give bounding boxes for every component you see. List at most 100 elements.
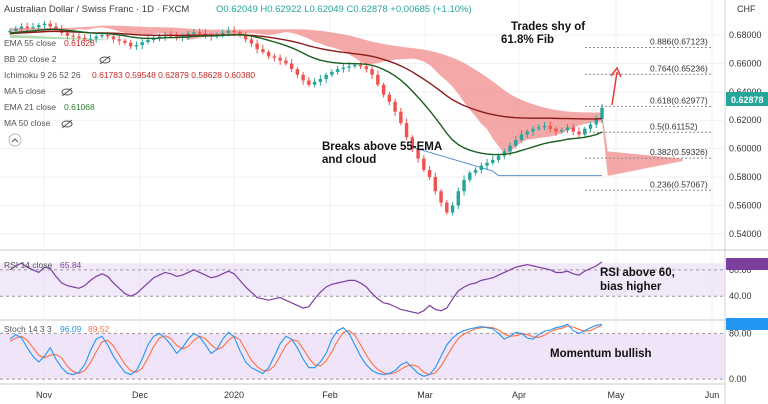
candle-body — [232, 30, 236, 33]
candle-body — [439, 191, 443, 203]
time-tick-label: Mar — [417, 390, 433, 400]
candle-body — [537, 127, 541, 129]
candle-body — [301, 74, 305, 81]
time-tick-label: May — [607, 390, 625, 400]
candle-body — [399, 111, 403, 124]
candle-body — [128, 42, 133, 47]
candle-body — [473, 169, 478, 173]
ema21-line — [9, 28, 603, 156]
annotation-fib-line1: Trades shy of — [511, 21, 585, 33]
candle-body — [295, 69, 300, 75]
stoch-k-value: 96.09 — [60, 324, 82, 334]
candle-body — [140, 42, 144, 45]
candle-body — [94, 36, 98, 39]
fib-level-label: 0.236(0.57067) — [650, 179, 708, 189]
candle-body — [502, 151, 507, 156]
fib-level-label: 0.5(0.61152) — [650, 121, 698, 131]
rsi-tick-label: 40.00 — [729, 291, 752, 301]
indicator-legend[interactable]: EMA 55 close 0.61628 BB 20 close 2 Ichim… — [4, 38, 255, 147]
kijun-line — [412, 146, 602, 177]
candle-body — [71, 35, 75, 37]
ichimoku-cloud-area — [10, 25, 683, 176]
candle-body — [14, 28, 18, 31]
candle-body — [312, 81, 317, 85]
candle-body — [525, 131, 530, 135]
legend-ema55-value: 0.61628 — [64, 38, 95, 48]
candle-body — [261, 49, 265, 53]
candle-body — [496, 155, 501, 160]
collapse-chevron-icon[interactable] — [8, 133, 22, 147]
candle-body — [117, 39, 121, 41]
candle-body — [100, 35, 104, 37]
candle-body — [266, 52, 271, 57]
moving-average-lines — [9, 28, 603, 156]
price-tick-label: 0.64000 — [729, 87, 762, 97]
annotation-fib-line2: 61.8% Fib — [501, 34, 554, 46]
candle-body — [594, 118, 598, 125]
candle-body — [491, 159, 495, 163]
candle-body — [416, 148, 420, 159]
rsi-label: RSI 14 close — [4, 260, 52, 270]
candle-body — [468, 172, 472, 180]
candle-body — [157, 36, 162, 38]
stoch-tick-label: 0.00 — [729, 374, 747, 384]
time-tick-label: Apr — [512, 390, 526, 400]
candle-body — [25, 26, 29, 28]
candle-body — [77, 36, 81, 38]
rsi-line — [9, 261, 603, 314]
candle-body — [479, 165, 484, 170]
candle-body — [220, 32, 225, 36]
candle-body — [19, 26, 24, 29]
price-tick-label: 0.58000 — [729, 172, 762, 182]
legend-ma5-label: MA 5 close — [4, 86, 46, 96]
candle-body — [531, 128, 535, 132]
candle-body — [422, 158, 426, 170]
candle-body — [427, 169, 432, 178]
candle-body — [404, 123, 409, 138]
candle-body — [197, 32, 202, 34]
annotation-breakout-line2: and cloud — [322, 154, 376, 166]
candle-body — [433, 177, 438, 192]
candle-body — [335, 69, 340, 72]
candle-body — [123, 40, 127, 43]
stoch-label: Stoch 14 3 3 — [4, 324, 52, 334]
candle-body — [318, 79, 323, 82]
candle-body — [8, 30, 12, 33]
candle-body — [508, 145, 512, 152]
candle-body — [203, 33, 208, 36]
candle-body — [88, 38, 93, 40]
candle-body — [330, 71, 334, 75]
stoch-d-value: 89.52 — [88, 324, 110, 334]
rsi-band-fill — [0, 263, 725, 297]
price-tick-label: 0.68000 — [729, 30, 762, 40]
annotation-breakout-line1: Breaks above 55-EMA — [322, 141, 442, 153]
time-tick-label: Dec — [132, 390, 149, 400]
currency-label: CHF — [737, 4, 756, 14]
candle-body — [134, 44, 139, 47]
rsi-value-tag — [726, 258, 768, 270]
candle-body — [243, 35, 248, 40]
candle-body — [571, 127, 575, 132]
candle-body — [410, 137, 415, 149]
candle-body — [393, 101, 397, 112]
annotation-rsi-line1: RSI above 60, — [600, 267, 675, 279]
candle-body — [31, 27, 35, 29]
candle-body — [341, 67, 346, 70]
annotation-rsi-line2: bias higher — [600, 281, 662, 293]
candle-body — [353, 64, 357, 67]
candle-body — [381, 84, 386, 95]
time-tick-label: 2020 — [224, 390, 244, 400]
hidden-eye-icon[interactable] — [61, 119, 73, 129]
candle-body — [542, 125, 547, 128]
candle-body — [462, 179, 466, 192]
stoch-band-fill — [0, 333, 725, 380]
candle-body — [514, 140, 518, 146]
hidden-eye-icon[interactable] — [99, 55, 111, 65]
fib-level-label: 0.764(0.65236) — [650, 63, 708, 73]
hidden-eye-icon[interactable] — [61, 87, 73, 97]
legend-ema55-label: EMA 55 close — [4, 38, 56, 48]
candle-body — [370, 69, 374, 75]
candle-body — [456, 191, 461, 206]
candle-body — [284, 60, 288, 64]
